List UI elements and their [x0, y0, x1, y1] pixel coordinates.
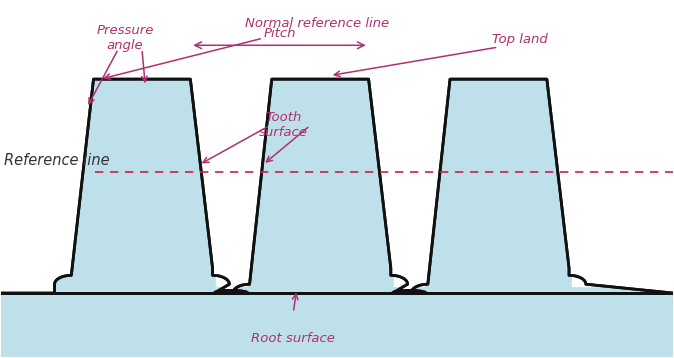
Text: Normal reference line: Normal reference line — [245, 17, 389, 30]
Polygon shape — [394, 272, 425, 286]
Text: Pitch: Pitch — [264, 27, 296, 40]
Polygon shape — [216, 272, 246, 286]
Text: Top land: Top land — [492, 33, 547, 46]
Text: Pressure
angle: Pressure angle — [96, 24, 154, 52]
Polygon shape — [572, 272, 674, 286]
Text: Reference line: Reference line — [4, 153, 110, 168]
Text: Root surface: Root surface — [251, 332, 335, 345]
Polygon shape — [1, 79, 673, 357]
Text: Tooth
surface: Tooth surface — [259, 111, 307, 139]
